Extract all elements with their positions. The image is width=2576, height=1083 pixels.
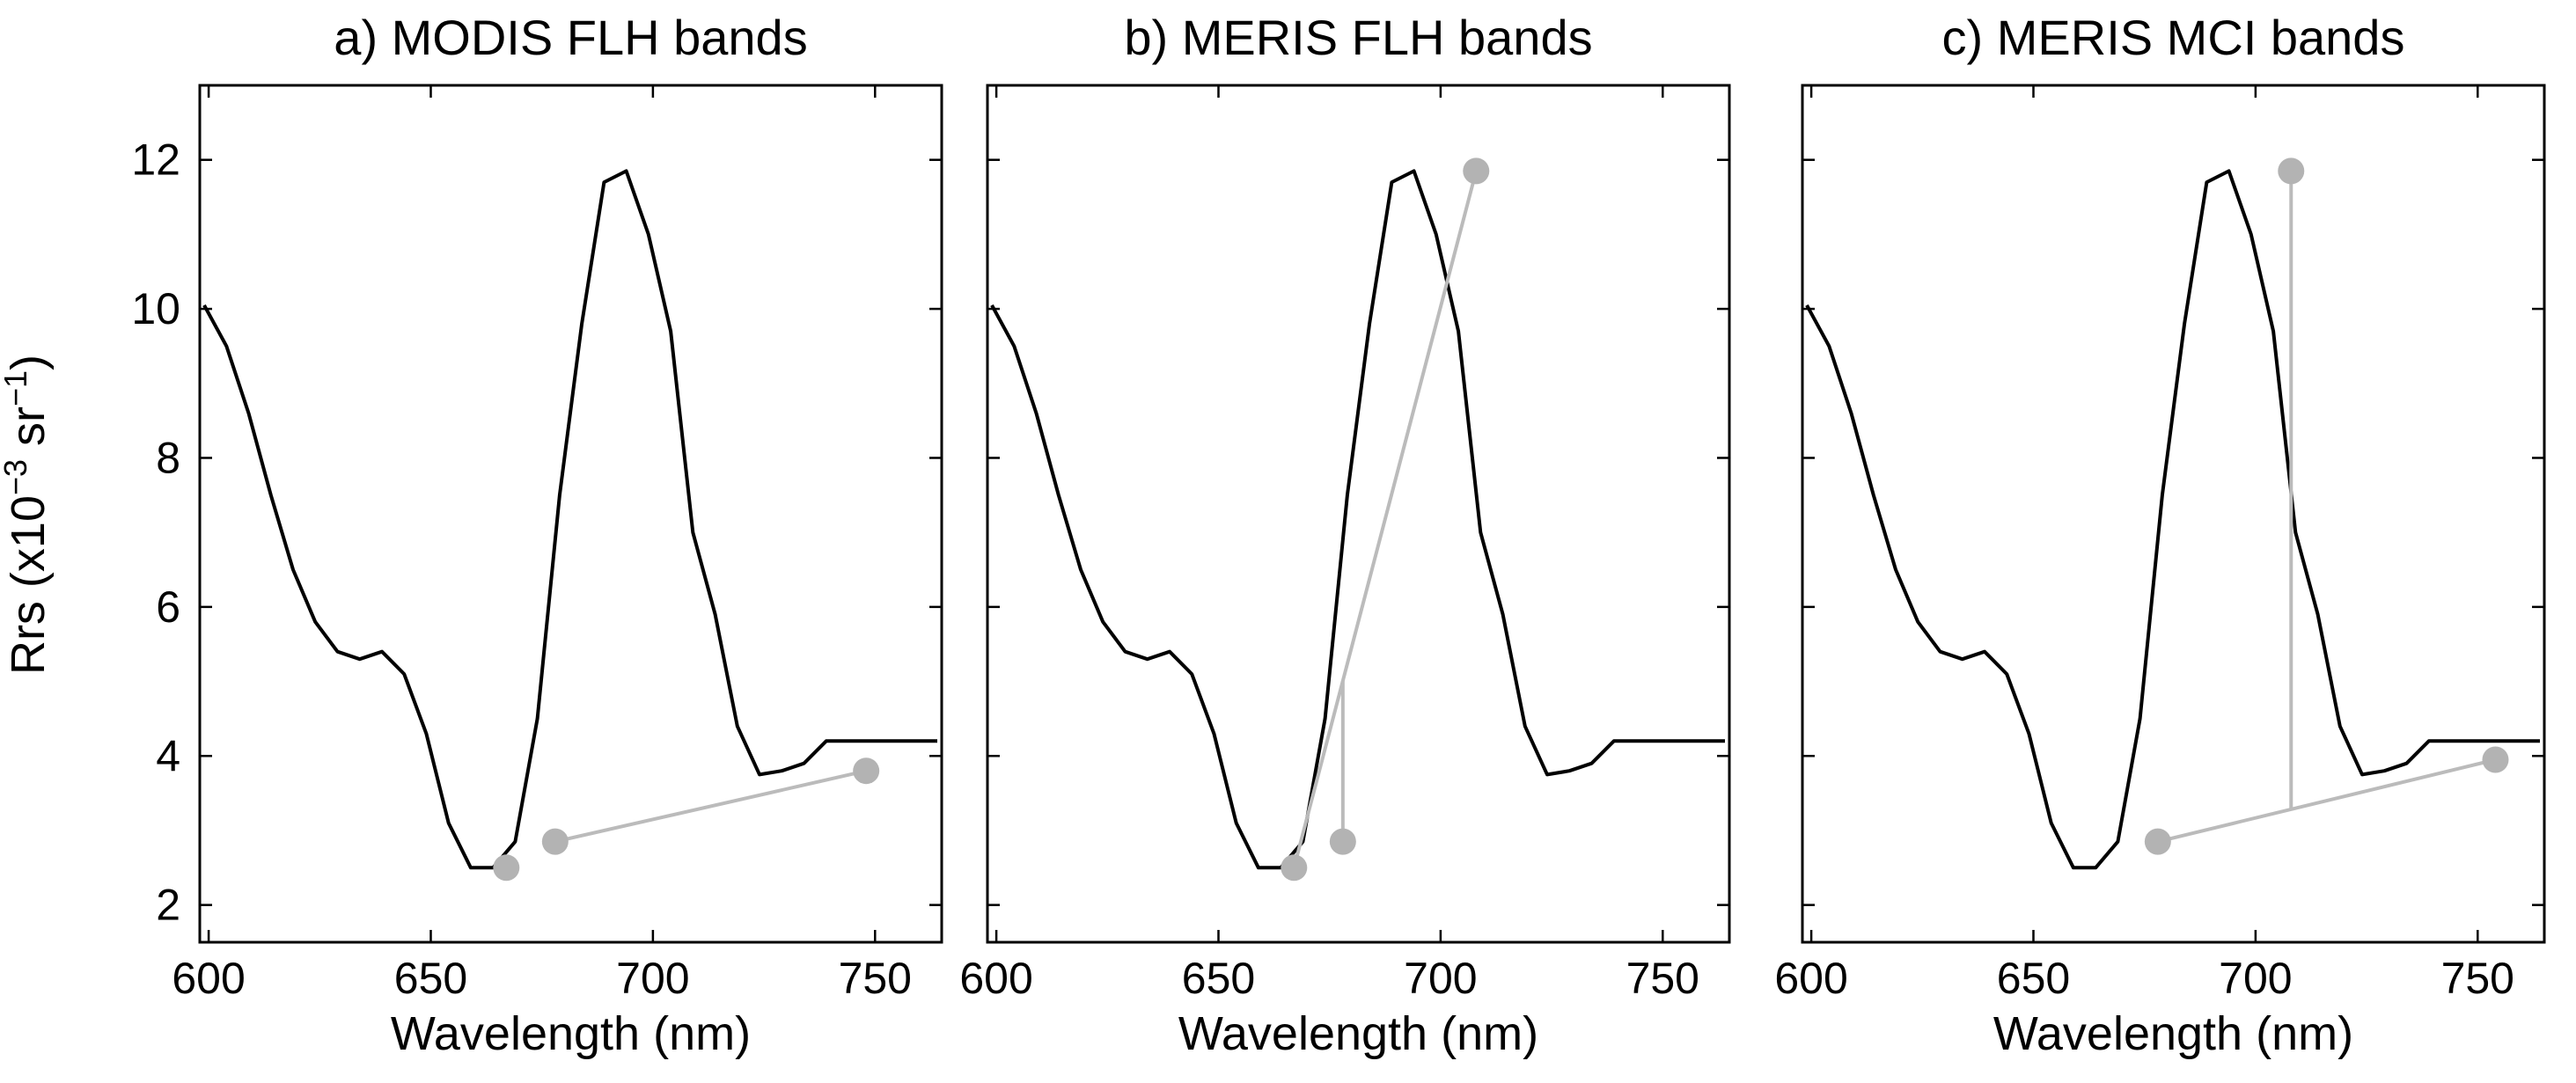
panel-title: a) MODIS FLH bands [334,10,807,65]
y-tick-label: 2 [156,881,180,930]
x-tick-label: 700 [1404,954,1477,1003]
panel-1: a) MODIS FLH bands 600 650 700 750 2 4 6 8 10 12 Wa… [131,10,943,1060]
band-point [1463,157,1490,185]
band-point [541,828,569,855]
y-axis-label-exp: −3 [0,459,33,495]
y-tick-label: 8 [156,433,180,482]
baseline-line [1292,170,1479,868]
band-point [493,854,520,882]
panels: a) MODIS FLH bands 600 650 700 750 2 4 6 8 10 12 Wa… [131,10,2546,1060]
baseline-line [554,769,867,844]
band-point [853,757,880,785]
band-point [1281,854,1308,882]
panel-title: c) MERIS MCI bands [1942,10,2405,65]
x-tick-label: 700 [2219,954,2292,1003]
y-axis-label-main: Rrs (x10 [2,495,55,675]
y-axis-label-unit-exp: −1 [0,370,33,406]
baseline-line [2157,757,2496,844]
x-tick-label: 700 [616,954,689,1003]
x-tick-label: 600 [959,954,1032,1003]
x-tick-label: 650 [1997,954,2070,1003]
y-axis-label-unit: sr [2,406,55,459]
y-tick-label: 10 [131,284,180,333]
x-axis-label: Wavelength (nm) [391,1007,751,1060]
plot-area [202,169,937,882]
panel-3: c) MERIS MCI bands 600 650 700 750 Wavelength… [1774,10,2546,1060]
band-point [1329,828,1356,855]
x-tick-label: 750 [1626,954,1699,1003]
y-tick-label: 6 [156,582,180,632]
x-tick-label: 750 [2441,954,2514,1003]
series-line [1805,169,2540,870]
series-line [990,169,1725,870]
y-axis-label: Rrs (x10−3 sr−1) [0,355,55,675]
x-tick-label: 600 [1774,954,1847,1003]
y-tick-label: 4 [156,731,180,780]
x-axis-label: Wavelength (nm) [1178,1007,1538,1060]
plot-frame [198,84,943,944]
panel-title: b) MERIS FLH bands [1124,10,1592,65]
band-point [2482,746,2509,773]
series-line [202,169,937,870]
plot-area [990,157,1725,882]
band-point [2278,157,2305,185]
panel-2: b) MERIS FLH bands 600 650 700 750 Wavelength… [959,10,1731,1060]
plot-frame [986,84,1731,944]
x-axis-label: Wavelength (nm) [1993,1007,2353,1060]
y-axis-label-close: ) [2,355,55,370]
band-point [2144,828,2171,855]
y-tick-label: 12 [131,135,180,185]
x-tick-label: 750 [839,954,912,1003]
plot-area [1805,157,2540,870]
x-tick-label: 650 [394,954,467,1003]
x-tick-label: 600 [172,954,245,1003]
plot-frame [1801,84,2546,944]
x-tick-label: 650 [1182,954,1255,1003]
